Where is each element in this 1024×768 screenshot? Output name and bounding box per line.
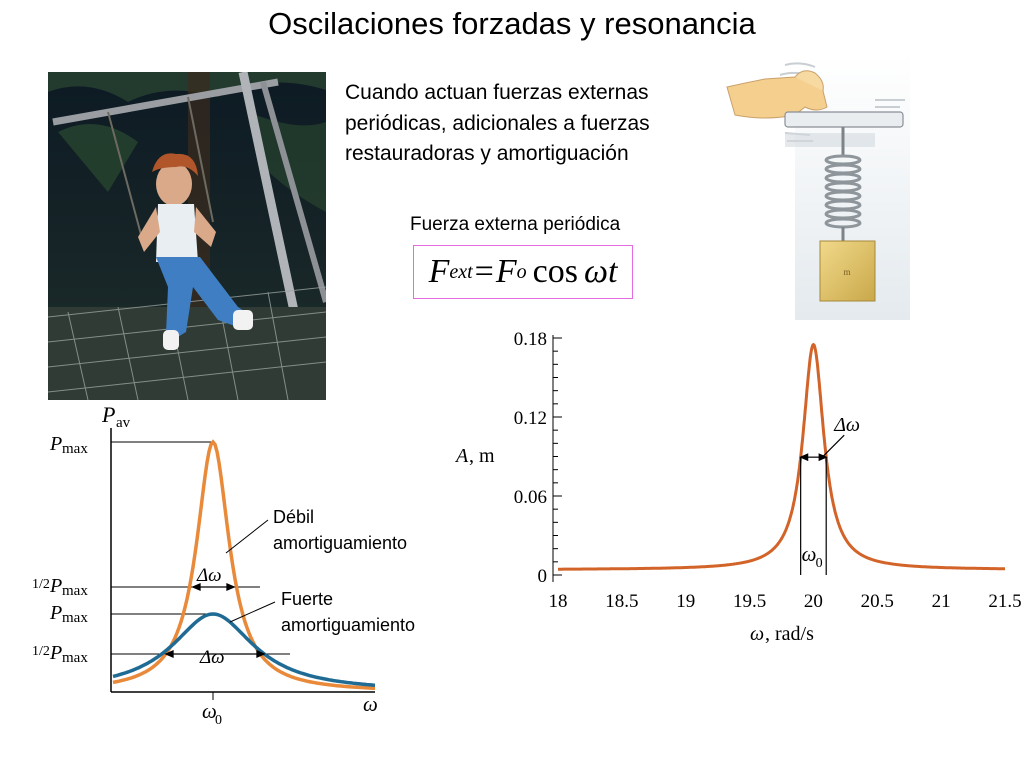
amp-x-tick-label: 19.5	[733, 591, 766, 612]
half-fraction-strong: 1/2	[32, 644, 50, 659]
force-caption: Fuerza externa periódica	[410, 214, 621, 235]
weak-damping-label-2: amortiguamiento	[273, 533, 408, 553]
amp-x-tick-label: 21.5	[988, 591, 1021, 612]
power-y-label: P	[101, 402, 115, 427]
amp-y-tick-label: 0	[538, 566, 548, 587]
amp-xlabel-symbol: ω	[750, 623, 764, 645]
intro-text: Cuando actuan fuerzas externas periódica…	[345, 81, 650, 165]
pmax-strong-label: P	[49, 602, 62, 624]
amp-x-tick-label: 21	[932, 591, 951, 612]
amp-x-tick-label: 20	[804, 591, 823, 612]
slide-title: Oscilaciones forzadas y resonancia	[268, 6, 756, 41]
spring-oscillator-illustration: m	[726, 55, 910, 320]
amp-y-tick-label: 0.06	[514, 487, 547, 508]
formula-omega-t: ωt	[583, 253, 618, 290]
fwhm-arrow	[799, 434, 845, 462]
formula-sub-ext: ext	[449, 260, 473, 283]
amp-x-tick-label: 18.5	[605, 591, 638, 612]
pmax-strong-sub: max	[62, 610, 88, 626]
amplitude-resonance-chart: 0 0.06 0.12 0.18 18 18.5 19 19.5 20 20.5 21 21.5 Δω…	[454, 329, 1022, 645]
power-y-sub: av	[116, 415, 131, 431]
amp-y-tick-label: 0.18	[514, 329, 547, 350]
amp-omega0-label: ω	[802, 542, 817, 566]
half-pmax-weak-label: P	[49, 575, 62, 597]
formula-cos: cos	[532, 253, 578, 290]
amp-delta-omega-label: Δω	[833, 414, 860, 436]
amp-series-line	[558, 342, 1005, 571]
formula-f-o: F	[495, 253, 517, 290]
half-pmax-weak-sub: max	[62, 583, 88, 599]
power-resonance-plot: P av P max 1/2 P max P max 1/2 P max Δω …	[32, 402, 378, 728]
amp-x-tick-label: 18	[549, 591, 568, 612]
weak-damping-label-1: Débil	[273, 507, 315, 527]
weak-damping-curve	[112, 439, 375, 690]
delta-omega-strong-label: Δω	[199, 647, 225, 668]
omega0-tick-sub: 0	[215, 713, 222, 728]
formula-f-ext: F	[428, 253, 450, 290]
formula-sub-o: o	[516, 260, 527, 283]
delta-omega-weak-label: Δω	[196, 565, 222, 586]
amp-x-tick-label: 20.5	[861, 591, 894, 612]
amp-xlabel-unit: , rad/s	[765, 623, 814, 645]
amp-ylabel-symbol: A	[454, 445, 469, 467]
amp-ylabel-unit: , m	[469, 445, 495, 467]
swing-photo	[48, 72, 326, 400]
omega0-tick-label: ω	[202, 699, 217, 723]
amp-y-tick-label: 0.12	[514, 408, 547, 429]
half-fraction-weak: 1/2	[32, 577, 50, 592]
amp-omega0-sub: 0	[816, 556, 823, 571]
formula-equals: =	[474, 253, 494, 290]
half-pmax-strong-label: P	[49, 642, 62, 664]
strong-damping-label-2: amortiguamiento	[281, 615, 416, 635]
power-x-label: ω	[363, 692, 378, 716]
strong-damping-curve	[112, 612, 376, 687]
strong-damping-label-1: Fuerte	[281, 589, 334, 609]
pmax-sub: max	[62, 441, 88, 457]
half-pmax-strong-sub: max	[62, 650, 88, 666]
svg-text:m: m	[843, 267, 850, 277]
pmax-label: P	[49, 433, 62, 455]
amp-x-tick-label: 19	[676, 591, 695, 612]
